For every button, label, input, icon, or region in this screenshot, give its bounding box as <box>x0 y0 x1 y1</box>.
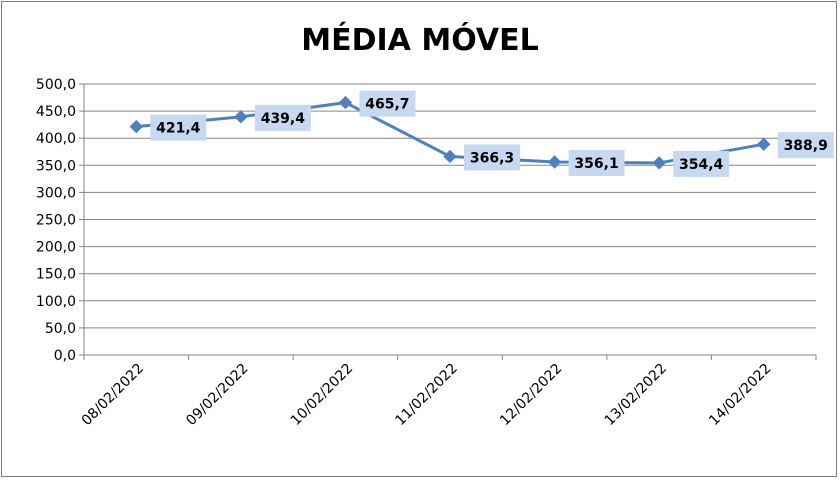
axes <box>79 83 817 360</box>
data-label-text: 439,4 <box>261 111 306 127</box>
x-tick-label: 13/02/2022 <box>602 361 670 429</box>
data-label: 421,4 <box>150 114 207 141</box>
data-label-box <box>254 104 311 131</box>
y-tick-label: 400,0 <box>36 131 76 147</box>
data-point-marker <box>443 149 457 164</box>
data-point-marker <box>652 156 666 170</box>
x-tick-label: 10/02/2022 <box>288 361 356 429</box>
data-label: 465,7 <box>359 90 416 117</box>
data-label: 388,9 <box>777 132 834 159</box>
data-label: 354,4 <box>673 150 730 177</box>
y-tick-label: 0,0 <box>54 348 76 364</box>
data-label-text: 465,7 <box>365 97 409 113</box>
data-label-box <box>359 90 416 117</box>
x-tick-label: 12/02/2022 <box>497 361 565 429</box>
x-tick-label: 14/02/2022 <box>706 361 774 429</box>
data-label-box <box>150 114 207 141</box>
x-tick-label: 11/02/2022 <box>392 361 460 429</box>
y-tick-label: 450,0 <box>36 104 76 120</box>
data-point-marker <box>234 110 248 124</box>
data-label: 366,3 <box>464 144 520 171</box>
y-tick-label: 50,0 <box>45 321 76 337</box>
data-label: 356,1 <box>568 149 625 176</box>
y-tick-label: 250,0 <box>36 213 76 229</box>
x-tick-label: 08/02/2022 <box>79 361 147 429</box>
data-label-text: 421,4 <box>156 121 201 137</box>
y-tick-label: 300,0 <box>36 185 76 201</box>
data-point-marker <box>547 155 562 169</box>
data-label-text: 356,1 <box>574 156 618 172</box>
data-label-box <box>673 150 730 177</box>
y-tick-label: 500,0 <box>36 77 76 93</box>
y-tick-label: 100,0 <box>36 294 76 310</box>
y-tick-label: 350,0 <box>36 158 76 174</box>
series-line <box>129 95 771 170</box>
data-point-marker <box>129 119 143 134</box>
data-label-box <box>464 144 520 171</box>
chart-title: MÉDIA MÓVEL <box>301 21 538 58</box>
x-axis-ticks: 08/02/2022 09/02/2022 10/02/2022 11/02/2022… <box>79 361 775 429</box>
data-point-marker <box>757 137 771 151</box>
data-label-text: 354,4 <box>679 157 724 173</box>
x-tick-label: 09/02/2022 <box>183 361 251 429</box>
data-labels: 421,4 439,4 465,7 366,3 356,1 354,4 388,9 <box>150 90 834 177</box>
y-tick-label: 150,0 <box>36 267 76 283</box>
data-label-box <box>568 149 625 176</box>
data-label-text: 388,9 <box>784 138 828 154</box>
data-point-marker <box>338 95 353 110</box>
data-label-box <box>777 132 834 159</box>
y-tick-label: 200,0 <box>36 240 76 256</box>
data-label-text: 366,3 <box>470 150 514 166</box>
data-label: 439,4 <box>254 104 311 131</box>
y-axis-ticks: 0,0 50,0 100,0 150,0 200,0 250,0 300,0 350,0 400… <box>36 77 76 364</box>
